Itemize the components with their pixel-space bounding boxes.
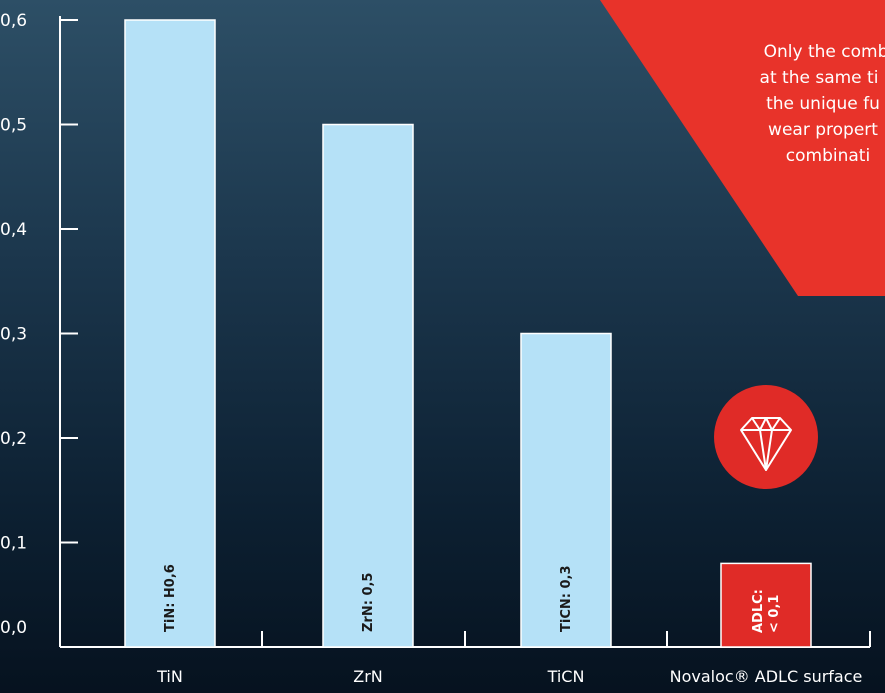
callout-line: at the same ti [760, 68, 879, 88]
category-labels: TiN ZrN TiCN Novaloc® ADLC surface [156, 667, 862, 686]
category-label: TiCN [547, 667, 585, 686]
y-tick-label: 0,3 [0, 325, 27, 345]
bar-ticn [520, 332, 612, 648]
y-tick-label: 0,6 [0, 11, 27, 31]
bar-tin [124, 19, 216, 648]
y-tick-label: 0,5 [0, 116, 27, 136]
diamond-icon [740, 417, 792, 471]
y-tick-label: 0,4 [0, 220, 27, 240]
data-label: ZrN: 0,5 [361, 573, 376, 632]
category-label: TiN [156, 667, 183, 686]
data-label: < 0,1 [767, 595, 782, 633]
data-label: ADLC: [751, 589, 766, 633]
callout-line: Only the comb [764, 42, 885, 62]
category-label: ZrN [353, 667, 383, 686]
data-label: TiCN: 0,3 [559, 566, 574, 633]
bar-labels: TiN: H0,6 ZrN: 0,5 TiCN: 0,3 ADLC: < 0,1 [163, 564, 782, 633]
callout-text: Only the comb at the same ti the unique fu… [760, 42, 885, 166]
bars [124, 19, 812, 648]
badge-circle [714, 385, 818, 489]
x-ticks [261, 631, 871, 647]
y-tick-label: 0,0 [0, 618, 27, 638]
y-tick-label: 0,1 [0, 534, 27, 554]
callout-line: combinati [786, 146, 870, 166]
y-tick-label: 0,2 [0, 429, 27, 449]
category-label: Novaloc® ADLC surface [670, 667, 863, 686]
callout-line: wear propert [768, 120, 878, 140]
callout-line: the unique fu [766, 94, 880, 114]
bar-zrn [322, 123, 414, 648]
diamond-badge [714, 385, 818, 489]
bar-novaloc [720, 562, 812, 648]
y-ticks: 0,0 0,1 0,2 0,3 0,4 0,5 0,6 [0, 11, 78, 638]
callout-shape [600, 0, 885, 296]
data-label: TiN: H0,6 [163, 564, 178, 632]
